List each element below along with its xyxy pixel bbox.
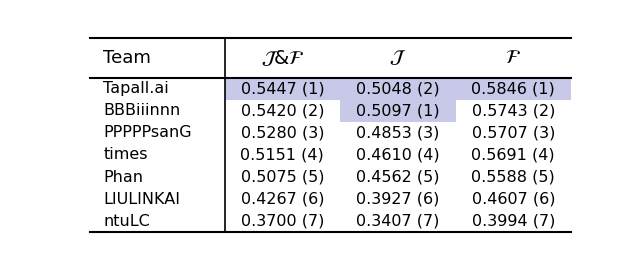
Text: 0.4610 (4): 0.4610 (4) (356, 147, 440, 162)
Text: $\mathcal{J}$: $\mathcal{J}$ (389, 49, 406, 68)
Text: 0.5420 (2): 0.5420 (2) (241, 103, 324, 118)
Text: $\mathcal{J}$&$\mathcal{F}$: $\mathcal{J}$&$\mathcal{F}$ (260, 48, 304, 68)
Text: PPPPPsanG: PPPPPsanG (104, 125, 192, 140)
Text: 0.5588 (5): 0.5588 (5) (472, 170, 555, 185)
Text: 0.5151 (4): 0.5151 (4) (241, 147, 324, 162)
Text: ntuLC: ntuLC (104, 214, 150, 229)
Text: $\mathcal{F}$: $\mathcal{F}$ (506, 49, 521, 68)
Bar (225, 77, 340, 100)
Text: LIULINKAI: LIULINKAI (104, 192, 180, 207)
Text: 0.5447 (1): 0.5447 (1) (241, 81, 324, 96)
Text: 0.5280 (3): 0.5280 (3) (241, 125, 324, 140)
Text: 0.5707 (3): 0.5707 (3) (472, 125, 555, 140)
Text: 0.5048 (2): 0.5048 (2) (356, 81, 440, 96)
Text: Team: Team (104, 49, 151, 67)
Text: times: times (104, 147, 148, 162)
Bar (456, 77, 571, 100)
Text: 0.5691 (4): 0.5691 (4) (472, 147, 555, 162)
Text: 0.3927 (6): 0.3927 (6) (356, 192, 440, 207)
Text: 0.3700 (7): 0.3700 (7) (241, 214, 324, 229)
Text: Tapall.ai: Tapall.ai (104, 81, 169, 96)
Text: 0.4853 (3): 0.4853 (3) (356, 125, 440, 140)
Text: 0.4607 (6): 0.4607 (6) (472, 192, 555, 207)
Text: Phan: Phan (104, 170, 143, 185)
Text: 0.3407 (7): 0.3407 (7) (356, 214, 440, 229)
Bar (340, 100, 456, 122)
Text: 0.3994 (7): 0.3994 (7) (472, 214, 555, 229)
Text: 0.4267 (6): 0.4267 (6) (241, 192, 324, 207)
Text: BBBiiinnn: BBBiiinnn (104, 103, 180, 118)
Text: 0.5097 (1): 0.5097 (1) (356, 103, 440, 118)
Bar (340, 77, 456, 100)
Text: 0.4562 (5): 0.4562 (5) (356, 170, 440, 185)
Text: 0.5846 (1): 0.5846 (1) (472, 81, 555, 96)
Text: 0.5075 (5): 0.5075 (5) (241, 170, 324, 185)
Text: 0.5743 (2): 0.5743 (2) (472, 103, 555, 118)
